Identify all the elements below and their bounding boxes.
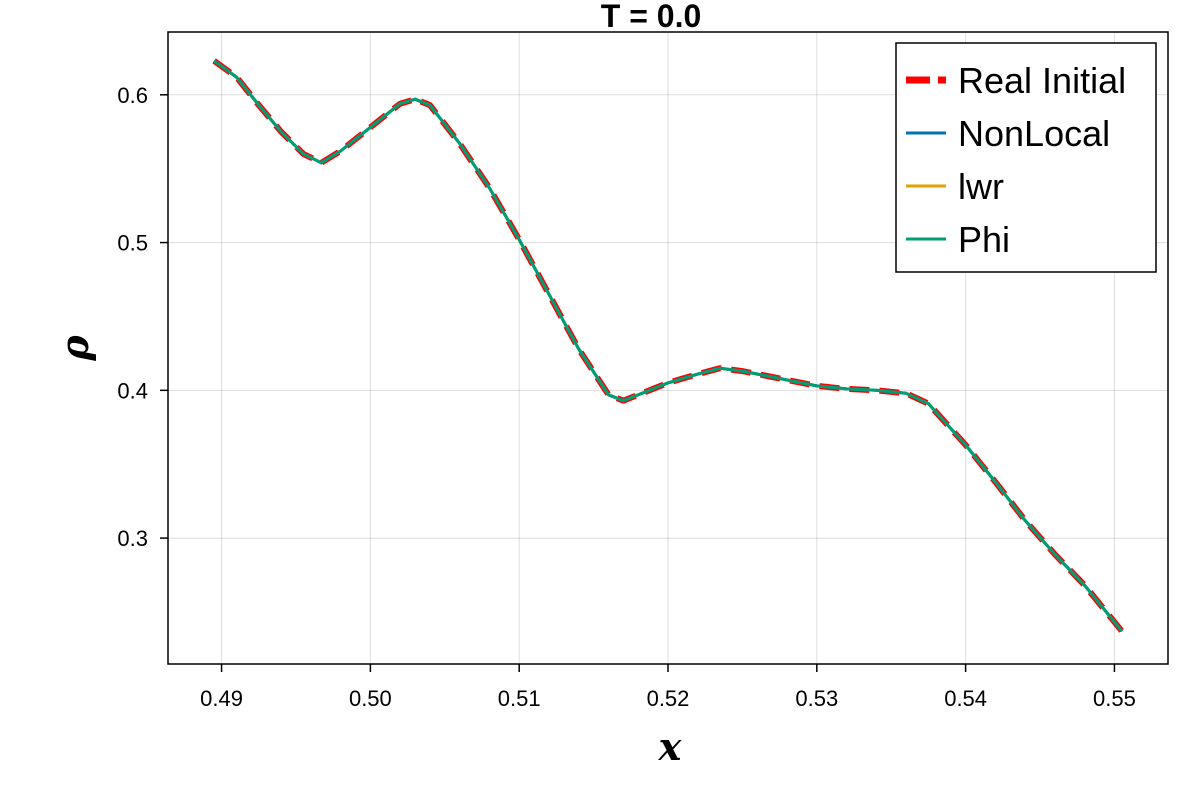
y-tick-label: 0.4 [117, 378, 148, 403]
y-tick-label: 0.5 [117, 231, 148, 256]
legend-label: NonLocal [958, 113, 1110, 154]
chart-title: T = 0.0 [601, 0, 702, 34]
x-tick-label: 0.54 [944, 686, 987, 711]
series-line-phi [213, 59, 1124, 633]
legend: Real Initial NonLocal lwr Phi [895, 42, 1157, 273]
legend-label: lwr [958, 166, 1004, 207]
y-axis-label: ρ [52, 335, 97, 362]
x-tick-label: 0.55 [1093, 686, 1136, 711]
series-lines [212, 58, 1125, 634]
x-axis-label: x [658, 724, 683, 769]
legend-label: Phi [958, 219, 1010, 260]
x-tick-label: 0.53 [795, 686, 838, 711]
x-tick-label: 0.49 [200, 686, 243, 711]
axis-ticks: 0.49 0.50 0.51 0.52 0.53 0.54 0.55 0.3 0.4 0.5 0.6 [117, 83, 1135, 711]
x-tick-label: 0.51 [498, 686, 541, 711]
x-tick-label: 0.50 [349, 686, 392, 711]
x-tick-label: 0.52 [647, 686, 690, 711]
y-tick-label: 0.3 [117, 526, 148, 551]
y-tick-label: 0.6 [117, 83, 148, 108]
legend-label: Real Initial [958, 60, 1126, 101]
